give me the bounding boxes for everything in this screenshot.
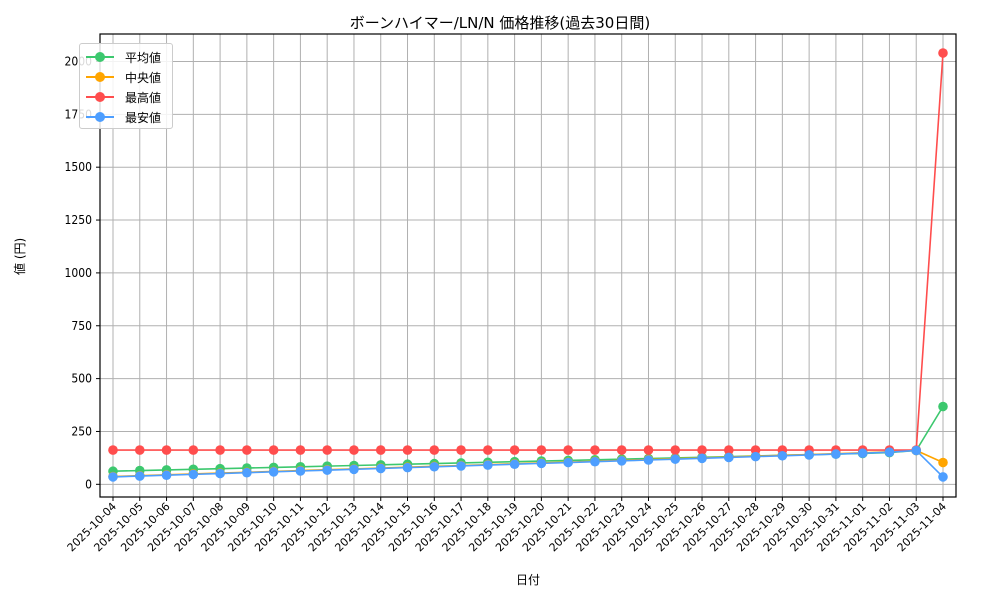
data-point [375, 463, 386, 474]
data-point [295, 445, 306, 455]
data-point [697, 445, 707, 455]
data-point [429, 461, 440, 472]
data-point [536, 445, 547, 455]
series-line [113, 52, 944, 451]
data-point [938, 472, 948, 482]
chart-title: ボーンハイマー/LN/N 価格推移(過去30日間) [349, 14, 651, 32]
data-point [884, 447, 895, 457]
data-point [483, 445, 493, 455]
x-axis-label: 日付 [515, 573, 540, 587]
data-point [188, 445, 199, 455]
y-tick-label: 750 [71, 319, 92, 333]
data-point [670, 445, 681, 455]
data-point [402, 462, 413, 473]
data-point [563, 445, 573, 455]
data-point [911, 445, 922, 456]
y-tick-label: 250 [71, 424, 92, 438]
data-point [215, 468, 225, 479]
legend-item-max: 最高値 [80, 87, 172, 107]
plot-frame [99, 33, 957, 498]
series-line [112, 406, 944, 473]
legend: 平均値 中央値 最高値 最安値 [79, 43, 173, 129]
data-point [938, 401, 948, 412]
data-point [563, 457, 573, 468]
data-point [938, 457, 948, 468]
y-tick-label: 1000 [65, 266, 93, 280]
y-tick-label: 0 [85, 477, 92, 491]
legend-item-average: 平均値 [80, 47, 172, 67]
data-point [857, 448, 868, 459]
data-point [322, 445, 332, 455]
data-point [188, 469, 199, 480]
y-tick-label: 1500 [65, 160, 93, 174]
data-point [670, 454, 681, 464]
data-point [349, 445, 359, 455]
data-point [483, 460, 493, 470]
data-point [268, 445, 279, 455]
data-point [750, 451, 761, 462]
legend-label: 平均値 [125, 51, 162, 65]
data-point [161, 470, 172, 481]
legend-marker-icon [95, 52, 105, 62]
legend-marker-icon [95, 72, 105, 82]
legend-marker-icon [95, 92, 105, 102]
legend-label: 最安値 [125, 111, 162, 125]
data-point [215, 445, 225, 455]
data-point [509, 459, 520, 470]
series-line [112, 449, 944, 478]
data-point [456, 445, 466, 455]
legend-item-min: 最安値 [80, 107, 172, 127]
data-point [697, 453, 707, 464]
data-point [590, 445, 600, 455]
y-axis-label: 値 (円) [13, 237, 27, 275]
data-point [456, 461, 466, 471]
legend-item-median: 中央値 [80, 67, 172, 87]
data-point [643, 455, 654, 465]
data-point [616, 445, 627, 455]
legend-marker-icon [95, 112, 105, 122]
y-tick-label: 500 [71, 372, 92, 386]
data-point [322, 465, 332, 475]
data-point [134, 471, 145, 481]
data-point [349, 464, 359, 475]
data-point [402, 445, 413, 455]
data-point [777, 450, 788, 461]
legend-label: 中央値 [125, 71, 162, 85]
data-point [938, 48, 948, 58]
legend-label: 最高値 [125, 91, 162, 105]
data-point [590, 456, 600, 467]
data-point [295, 466, 306, 476]
data-point [108, 472, 118, 482]
y-tick-label: 1250 [65, 213, 93, 227]
data-point [724, 445, 734, 455]
data-point [134, 445, 145, 455]
data-point [536, 458, 547, 469]
data-point [724, 452, 734, 463]
data-point [242, 467, 252, 478]
data-point [509, 445, 520, 455]
data-point [268, 467, 279, 477]
data-point [616, 456, 627, 466]
data-point [375, 445, 386, 455]
data-point [831, 449, 841, 459]
data-point [429, 445, 440, 455]
data-point [804, 450, 814, 460]
data-point [108, 445, 118, 455]
data-point [643, 445, 654, 455]
data-point [161, 445, 172, 455]
data-point [242, 445, 252, 455]
